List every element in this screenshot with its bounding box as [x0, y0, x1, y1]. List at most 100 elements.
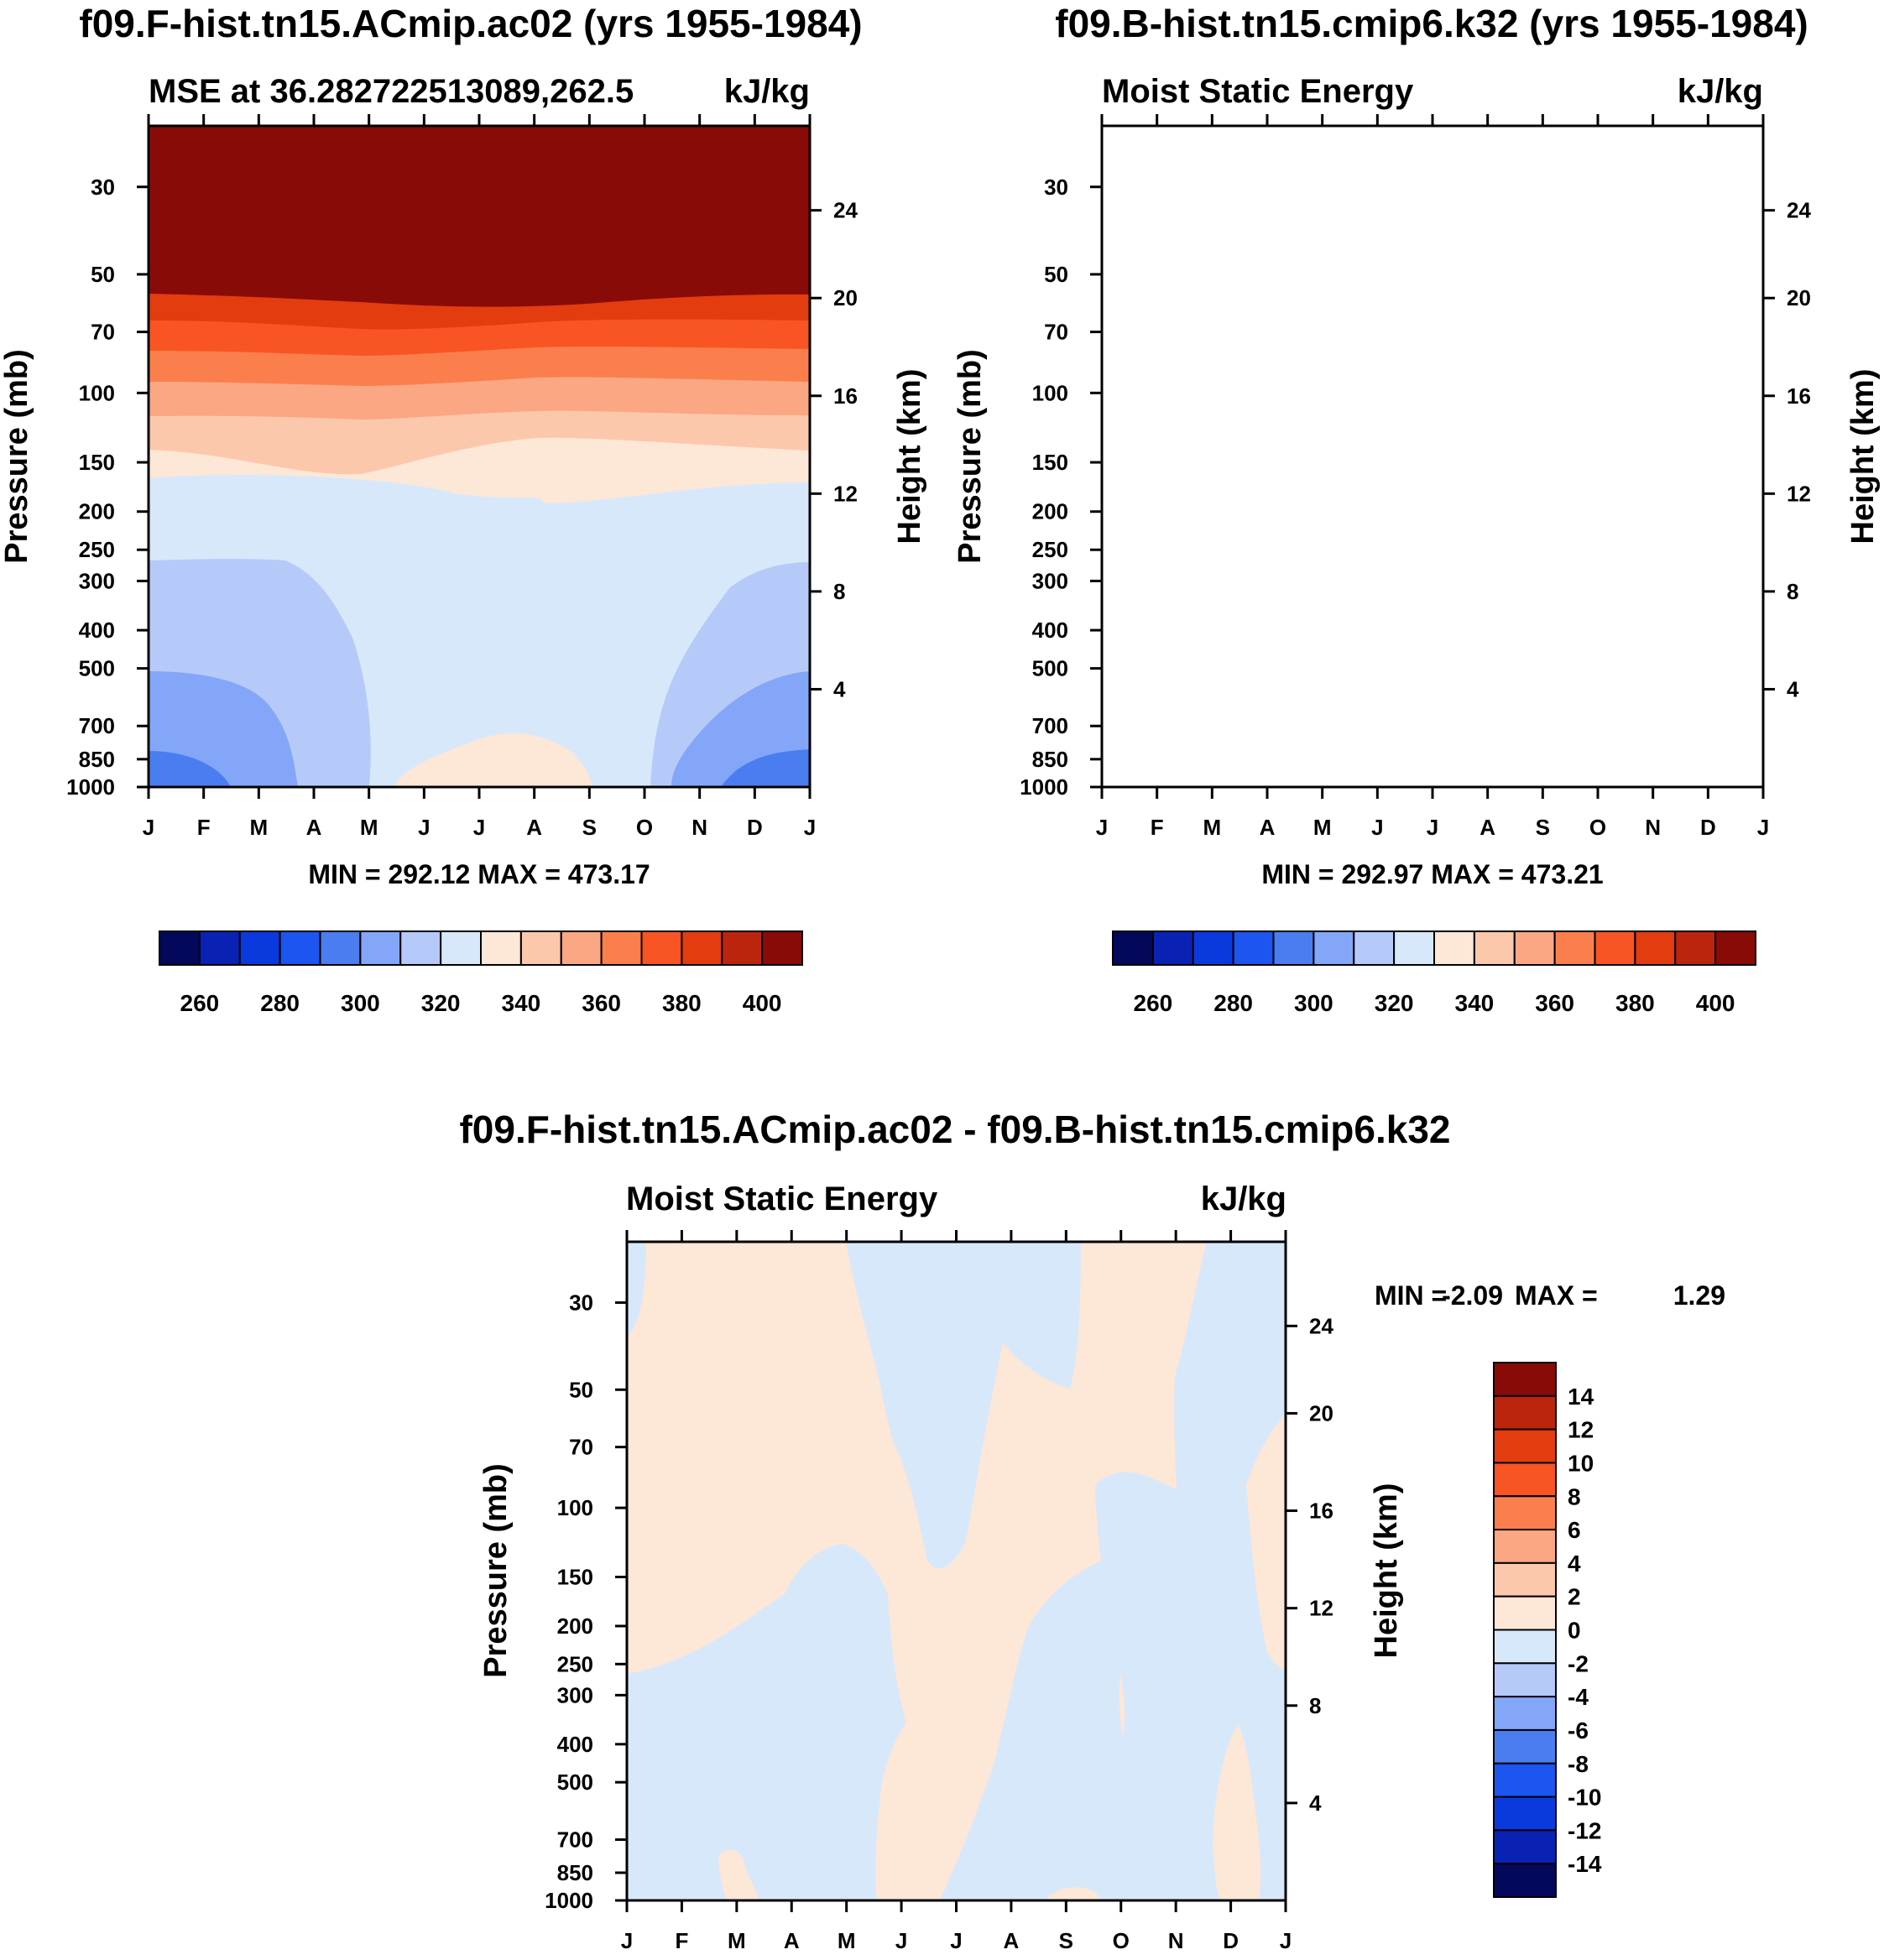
panel-1-contour-field [149, 126, 810, 787]
colorbar-swatch [1112, 930, 1154, 966]
height-tick-label: 16 [1309, 1499, 1333, 1524]
colorbar-label: 380 [1615, 990, 1655, 1016]
colorbar-swatch [159, 930, 201, 966]
height-tick-label: 20 [833, 285, 858, 310]
month-tick-label: J [804, 815, 816, 840]
pressure-tick-label: 500 [79, 656, 115, 681]
contour-band [1625, 680, 1763, 787]
pressure-tick-label: 250 [79, 537, 115, 562]
colorbar-swatch [1493, 1629, 1557, 1665]
colorbar-label: 260 [180, 990, 220, 1016]
colorbar-swatch [238, 930, 281, 966]
colorbar-swatch [600, 930, 643, 966]
colorbar-label: 2 [1568, 1584, 1581, 1610]
panel-2: f09.B-hist.tn15.cmip6.k32 (yrs 1955-1984… [952, 2, 1881, 1016]
colorbar-label: -6 [1568, 1718, 1589, 1744]
month-tick-label: M [838, 1928, 856, 1953]
month-tick-label: N [1168, 1928, 1184, 1953]
height-tick-label: 24 [1309, 1313, 1333, 1338]
panel-1: f09.F-hist.tn15.ACmip.ac02 (yrs 1955-198… [0, 2, 927, 1016]
pressure-tick-label: 1000 [66, 774, 115, 800]
height-tick-label: 16 [1787, 383, 1811, 409]
month-tick-label: M [360, 815, 378, 840]
colorbar-label: 300 [1294, 990, 1333, 1016]
colorbar-swatch [1493, 1495, 1557, 1531]
colorbar-swatch [1353, 930, 1396, 966]
contour-band [718, 1849, 759, 1900]
pressure-tick-label: 100 [557, 1495, 593, 1520]
height-tick-label: 8 [1309, 1693, 1321, 1718]
pressure-tick-label: 300 [79, 568, 115, 593]
month-tick-label: O [1113, 1928, 1130, 1953]
panel-2-axes: J F M A M J J A S O N D J 30 50 70 100 150 200 250 300 400 500… [1020, 114, 1811, 840]
pressure-tick-label: 100 [79, 380, 115, 405]
colorbar-swatch [1313, 930, 1355, 966]
pressure-tick-label: 70 [91, 320, 115, 345]
month-tick-label: J [895, 1928, 907, 1953]
colorbar-swatch [198, 930, 241, 966]
colorbar-swatch [1493, 1796, 1557, 1832]
height-tick-label: 12 [1787, 481, 1811, 506]
colorbar-label: 4 [1568, 1551, 1581, 1577]
height-tick-label: 20 [1787, 285, 1811, 310]
colorbar-label: 260 [1134, 990, 1173, 1016]
contour-band [1045, 1887, 1101, 1900]
month-tick-label: J [418, 815, 430, 840]
colorbar-swatch [1513, 930, 1556, 966]
panel-3-title-left: Moist Static Energy [626, 1181, 938, 1217]
colorbar-swatch [1493, 1662, 1557, 1698]
panel-1-title-right: kJ/kg [724, 73, 810, 110]
colorbar-swatch [1493, 1762, 1557, 1798]
colorbar-swatch [761, 930, 803, 966]
panel-3-stats-max-label: MAX = [1515, 1280, 1598, 1311]
colorbar-swatch [1493, 1428, 1557, 1464]
contour-band [627, 1242, 1207, 1900]
colorbar-swatch [1493, 1462, 1557, 1498]
month-tick-label: D [1700, 815, 1716, 840]
colorbar-swatch [1393, 930, 1435, 966]
colorbar-swatch [1493, 1728, 1557, 1765]
colorbar-swatch [1493, 1863, 1557, 1898]
height-tick-label: 16 [833, 383, 858, 409]
panel-3-suptitle: f09.F-hist.tn15.ACmip.ac02 - f09.B-hist.… [459, 1108, 1450, 1151]
height-tick-label: 20 [1309, 1400, 1333, 1426]
colorbar-swatch [1493, 1829, 1557, 1865]
colorbar-swatch [319, 930, 362, 966]
colorbar-swatch [440, 930, 482, 966]
contour-band [1102, 126, 1763, 420]
colorbar-label: -4 [1568, 1684, 1589, 1710]
contour-band [1604, 562, 1763, 787]
pressure-tick-label: 200 [1032, 499, 1068, 524]
height-tick-label: 8 [833, 579, 845, 604]
height-tick-label: 24 [1787, 198, 1811, 223]
colorbar-label: -12 [1568, 1817, 1601, 1843]
pressure-tick-label: 200 [557, 1613, 593, 1639]
colorbar-swatch [1232, 930, 1275, 966]
panel-3-title-right: kJ/kg [1201, 1181, 1286, 1217]
height-tick-label: 12 [833, 481, 858, 506]
colorbar-swatch [1493, 1529, 1557, 1564]
panel-3-stats-max: 1.29 [1673, 1280, 1725, 1311]
colorbar-label: -14 [1568, 1851, 1602, 1877]
colorbar-swatch [640, 930, 683, 966]
month-tick-label: N [1645, 815, 1661, 840]
colorbar-swatch [1594, 930, 1636, 966]
height-tick-label: 4 [1787, 676, 1799, 701]
contour-band [1352, 733, 1545, 787]
pressure-tick-label: 850 [1032, 747, 1068, 772]
month-tick-label: A [1004, 1928, 1020, 1953]
contour-band [1102, 126, 1763, 307]
pressure-tick-label: 150 [557, 1565, 593, 1590]
month-tick-label: J [1280, 1928, 1292, 1953]
panel-1-ylabel-right: Height (km) [892, 369, 927, 545]
colorbar-label: 12 [1568, 1417, 1594, 1443]
contour-band [1213, 1724, 1261, 1900]
pressure-tick-label: 850 [557, 1860, 593, 1885]
colorbar-label: 400 [1696, 990, 1735, 1016]
height-tick-label: 12 [1309, 1596, 1333, 1621]
panel-1-suptitle: f09.F-hist.tn15.ACmip.ac02 (yrs 1955-198… [79, 2, 862, 45]
pressure-tick-label: 1000 [545, 1888, 593, 1913]
contour-band [1102, 126, 1763, 498]
colorbar-label: 360 [582, 990, 621, 1016]
colorbar-label: 8 [1568, 1483, 1581, 1509]
